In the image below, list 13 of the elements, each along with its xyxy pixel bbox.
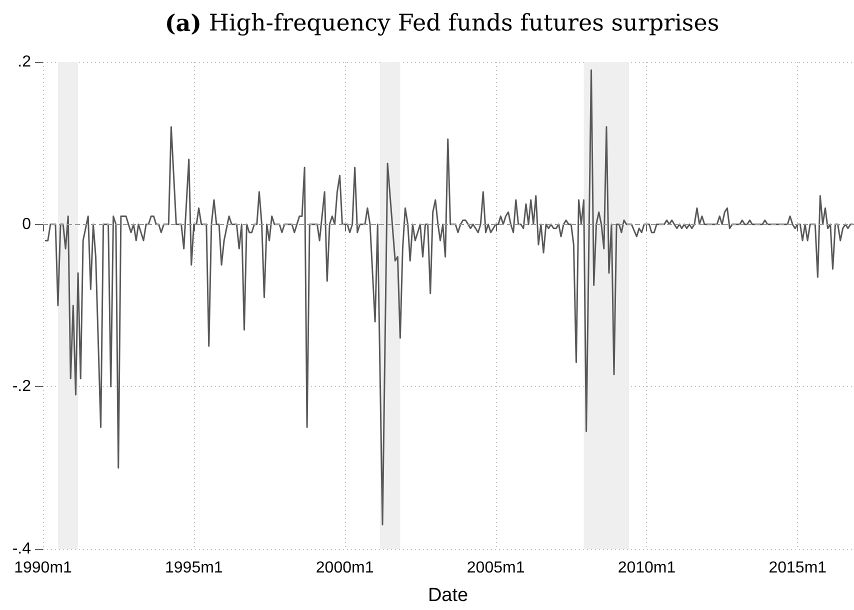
y-tick-label: -.2 <box>12 378 32 396</box>
x-tick-label: 1990m1 <box>14 560 72 576</box>
x-axis-title: Date <box>428 585 468 606</box>
y-tick-label: .2 <box>18 54 32 70</box>
x-tick-label: 1995m1 <box>164 560 223 576</box>
x-tick-label: 2010m1 <box>618 560 676 576</box>
chart-title: (a) High-frequency Fed funds futures surprises <box>164 10 720 37</box>
x-tick-label: 2005m1 <box>466 560 525 576</box>
line-series <box>44 69 854 526</box>
y-tick-label: 0 <box>22 216 32 233</box>
y-tick-label: -.4 <box>12 540 32 558</box>
x-tick-label: 2015m1 <box>768 560 827 576</box>
x-tick-label: 2000m1 <box>316 560 374 576</box>
